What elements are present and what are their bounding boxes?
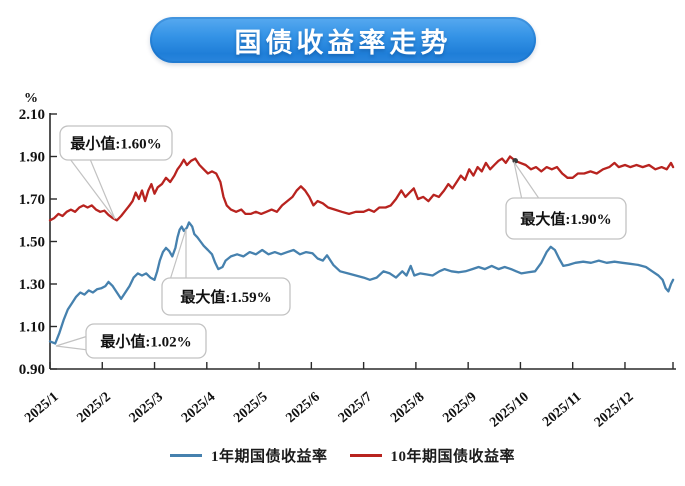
- y-tick-label: 1.30: [19, 277, 45, 293]
- y-tick-label: 1.70: [19, 192, 45, 208]
- x-tick-label: 2025/6: [283, 390, 322, 426]
- annotation-callout: [85, 323, 207, 359]
- x-tick-label: 2025/4: [179, 390, 218, 426]
- y-tick-label: 1.90: [19, 150, 45, 166]
- legend-label-1y: 1年期国债收益率: [210, 449, 328, 465]
- x-tick-label: 2025/3: [127, 390, 166, 426]
- y-tick-label: 2.10: [19, 107, 45, 123]
- annotation-text: 最大值:1.90%: [520, 210, 611, 228]
- chart-legend: 1年期国债收益率 10年期国债收益率: [0, 445, 685, 466]
- series-line-1y: [48, 221, 675, 345]
- chart-title: 国债收益率走势: [234, 27, 452, 58]
- x-tick-label: 2025/11: [540, 390, 584, 430]
- annotation-callout: [505, 197, 627, 240]
- y-tick-label: 1.50: [19, 235, 45, 251]
- annotation-tail: [55, 335, 89, 351]
- legend-swatch-1y: [169, 454, 202, 457]
- legend-item-1y: 1年期国债收益率: [169, 445, 328, 466]
- legend-swatch-10y: [349, 454, 382, 457]
- x-tick-label: 2025/9: [440, 390, 479, 426]
- x-tick-label: 2025/1: [22, 390, 61, 426]
- x-tick-label: 2025/5: [231, 390, 270, 426]
- x-tick-label: 2025/10: [487, 390, 532, 431]
- y-tick-label: 1.10: [19, 320, 45, 336]
- x-tick-label: 2025/12: [592, 390, 637, 431]
- annotation-text: 最小值:1.60%: [70, 135, 161, 153]
- legend-item-10y: 10年期国债收益率: [349, 445, 516, 466]
- title-banner: 国债收益率走势: [150, 17, 536, 63]
- annotation-text: 最大值:1.59%: [180, 288, 271, 306]
- series-line-10y: [48, 155, 675, 222]
- x-tick-label: 2025/8: [388, 390, 427, 426]
- x-tick-label: 2025/7: [336, 390, 375, 426]
- y-tick-label: 0.90: [19, 362, 45, 378]
- annotation-callout: [59, 125, 173, 161]
- annotation-callout: [161, 277, 291, 316]
- y-axis-unit-label: %: [24, 91, 38, 106]
- legend-label-10y: 10年期国债收益率: [390, 449, 516, 465]
- x-tick-label: 2025/2: [74, 390, 113, 426]
- annotation-text: 最小值:1.02%: [100, 333, 191, 351]
